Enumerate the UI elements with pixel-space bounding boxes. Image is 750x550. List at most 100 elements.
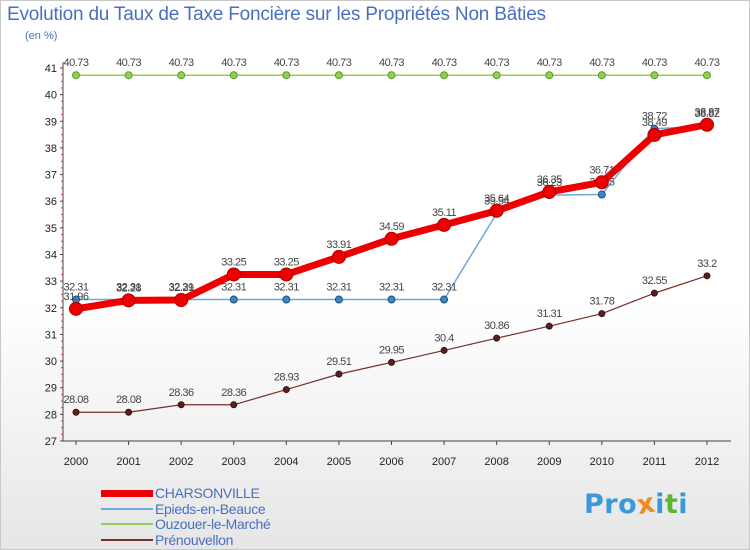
y-minor-tick (61, 293, 63, 295)
ouzouer-le-marche-point (703, 71, 711, 80)
charsonville-data-label: 36.35 (537, 174, 562, 186)
y-tick-label: 36 (45, 196, 57, 208)
prenouvellon-point (72, 408, 80, 416)
y-minor-tick (61, 180, 63, 182)
prenouvellon-point (703, 272, 711, 280)
ouzouer-le-marche-data-label: 40.73 (379, 57, 404, 69)
prenouvellon-point (650, 289, 658, 297)
prenouvellon-data-label: 28.08 (63, 394, 88, 406)
ouzouer-le-marche-point (387, 71, 396, 80)
ouzouer-le-marche-data-label: 40.73 (537, 57, 562, 69)
prenouvellon-point (545, 322, 553, 330)
ouzouer-le-marche-point (282, 71, 291, 80)
charsonville-point (331, 249, 346, 264)
y-minor-tick (61, 433, 63, 435)
ouzouer-le-marche-data-label: 40.73 (642, 57, 667, 69)
y-minor-tick (61, 327, 63, 329)
y-minor-tick (61, 114, 63, 116)
epieds-en-beauce-data-label: 32.31 (116, 282, 141, 294)
y-minor-tick (61, 400, 63, 402)
epieds-en-beauce-point (597, 190, 606, 199)
y-minor-tick (61, 100, 63, 102)
y-minor-tick (61, 187, 63, 189)
y-minor-tick (61, 160, 63, 162)
y-tick-label: 39 (45, 116, 57, 128)
y-minor-tick (61, 313, 63, 315)
charsonville-point (542, 184, 557, 199)
epieds-en-beauce-data-label: 38.72 (642, 111, 667, 123)
legend-swatch (101, 489, 153, 497)
ouzouer-le-marche-data-label: 40.73 (589, 57, 614, 69)
y-minor-tick (61, 234, 63, 236)
y-tick-label: 37 (45, 170, 57, 182)
y-minor-tick (61, 240, 63, 242)
prenouvellon-point (230, 401, 238, 409)
y-minor-tick (61, 420, 63, 422)
y-tick-label: 31 (45, 329, 57, 341)
y-tick-label: 28 (45, 409, 57, 421)
y-minor-tick (61, 247, 63, 249)
ouzouer-le-marche-point (334, 71, 343, 80)
prenouvellon-point (125, 408, 133, 416)
charsonville-data-label: 36.71 (589, 164, 614, 176)
ouzouer-le-marche-data-label: 40.73 (221, 57, 246, 69)
prenouvellon-data-label: 33.2 (697, 258, 717, 270)
y-minor-tick (61, 134, 63, 136)
x-tick-label: 2004 (274, 456, 298, 468)
y-tick-label: 30 (45, 356, 57, 368)
x-tick-label: 2008 (484, 456, 508, 468)
ouzouer-le-marche-data-label: 40.73 (169, 57, 194, 69)
epieds-en-beauce-point (229, 295, 238, 304)
ouzouer-le-marche-data-label: 40.73 (432, 57, 457, 69)
y-minor-tick (61, 194, 63, 196)
ouzouer-le-marche-data-label: 40.73 (484, 57, 509, 69)
legend-label: Ouzouer-le-Marché (155, 516, 271, 532)
brand-letter: P (584, 489, 605, 520)
prenouvellon-point (493, 334, 501, 342)
charsonville-point (226, 267, 241, 282)
x-tick-label: 2005 (327, 456, 351, 468)
legend-swatch (101, 538, 153, 541)
epieds-en-beauce-data-label: 32.31 (274, 282, 299, 294)
ouzouer-le-marche-point (545, 71, 554, 80)
epieds-en-beauce-line (75, 125, 708, 301)
ouzouer-le-marche-data-label: 40.73 (274, 57, 299, 69)
charsonville-data-label: 33.91 (326, 239, 351, 251)
ouzouer-le-marche-point (440, 71, 449, 80)
legend-label: CHARSONVILLE (155, 485, 260, 501)
chart-title: Evolution du Taux de Taxe Foncière sur l… (7, 4, 546, 25)
ouzouer-le-marche-data-label: 40.73 (63, 57, 88, 69)
prenouvellon-point (440, 346, 448, 354)
epieds-en-beauce-data-label: 35.54 (484, 195, 509, 207)
epieds-en-beauce-point (440, 295, 449, 304)
y-minor-tick (61, 367, 63, 369)
y-tick-label: 38 (45, 143, 57, 155)
charsonville-point (647, 127, 662, 142)
charsonville-data-label: 33.25 (274, 256, 299, 268)
prenouvellon-data-label: 28.36 (169, 387, 194, 399)
charsonville-data-label: 35.11 (432, 207, 457, 219)
y-minor-tick (61, 220, 63, 222)
ouzouer-le-marche-data-label: 40.73 (326, 57, 351, 69)
y-minor-tick (61, 267, 63, 269)
x-tick-label: 2012 (695, 456, 719, 468)
charsonville-point (69, 301, 83, 316)
brand-letter: i (678, 489, 689, 520)
brand-letter: i (655, 489, 665, 520)
y-tick-label: 29 (45, 383, 57, 395)
y-minor-tick (61, 214, 63, 216)
epieds-en-beauce-point (334, 295, 343, 304)
brand-letter: o (618, 489, 638, 520)
y-minor-tick (61, 380, 63, 382)
prenouvellon-point (177, 401, 185, 409)
y-minor-tick (61, 260, 63, 262)
brand-letter: t (664, 489, 679, 520)
y-tick-label: 32 (45, 303, 57, 315)
ouzouer-le-marche-point (597, 71, 606, 80)
x-tick-label: 2011 (643, 456, 667, 468)
chart-subtitle: (en %) (25, 30, 58, 42)
prenouvellon-point (335, 370, 343, 378)
prenouvellon-data-label: 28.08 (116, 394, 141, 406)
epieds-en-beauce-data-label: 38.82 (694, 108, 719, 120)
